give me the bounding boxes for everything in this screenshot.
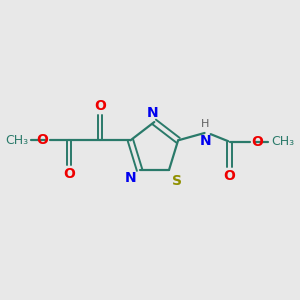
- Text: O: O: [224, 169, 236, 183]
- Text: N: N: [125, 171, 137, 185]
- Text: O: O: [37, 133, 48, 147]
- Text: O: O: [63, 167, 75, 182]
- Text: CH₃: CH₃: [271, 135, 294, 148]
- Text: S: S: [172, 174, 182, 188]
- Text: N: N: [147, 106, 159, 120]
- Text: O: O: [251, 135, 263, 149]
- Text: H: H: [201, 119, 209, 129]
- Text: CH₃: CH₃: [5, 134, 28, 147]
- Text: N: N: [199, 134, 211, 148]
- Text: O: O: [94, 99, 106, 113]
